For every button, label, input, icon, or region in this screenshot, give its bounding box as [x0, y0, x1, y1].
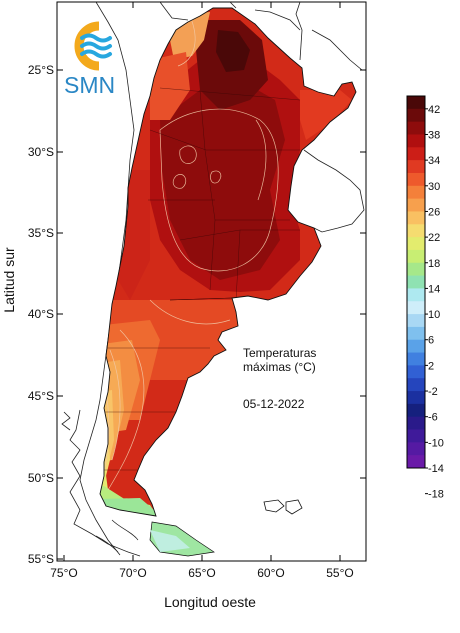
- annotation-date: 05-12-2022: [243, 397, 305, 411]
- legend-swatch: [407, 288, 425, 302]
- logo-ring: [74, 21, 100, 71]
- legend-swatch: [407, 416, 425, 430]
- legend-swatch: [407, 455, 425, 469]
- lon-tick-label: 55°O: [326, 566, 353, 580]
- axis-ticks: [57, 2, 366, 561]
- legend-swatch: [407, 391, 425, 405]
- lat-tick-label: 50°S: [28, 471, 54, 485]
- x-axis-title: Longitud oeste: [164, 594, 256, 610]
- annotation-line2: máximas (°C): [243, 360, 316, 374]
- legend-swatch: [407, 108, 425, 123]
- lon-tick-label: 70°O: [119, 566, 146, 580]
- legend-label: 42: [428, 104, 440, 116]
- legend-swatch: [407, 249, 425, 264]
- legend-label: 10: [428, 309, 440, 321]
- legend-label: -18: [428, 489, 444, 501]
- temperature-legend: 42 38 34 30 26 22 18 14 10 6 2 -2 -6 -10 -14 -18: [406, 95, 444, 501]
- latitude-labels: 25°S 30°S 35°S 40°S 45°S 50°S 55°S: [28, 63, 54, 566]
- legend-swatch: [407, 326, 425, 341]
- legend-label: 30: [428, 181, 440, 193]
- legend-label: -10: [428, 437, 444, 449]
- legend-swatch: [407, 365, 425, 379]
- legend-swatch: [407, 442, 425, 456]
- longitude-labels: 75°O 70°O 65°O 60°O 55°O: [50, 566, 353, 580]
- legend-swatch: [407, 429, 425, 443]
- legend-swatch: [407, 198, 425, 212]
- legend-label: 14: [428, 283, 440, 295]
- legend-label: -14: [428, 463, 444, 475]
- legend-swatch: [407, 147, 425, 161]
- map-annotation: Temperaturas máximas (°C) 05-12-2022: [243, 346, 316, 411]
- legend-swatch: [407, 172, 425, 187]
- legend-swatch: [407, 185, 425, 200]
- lon-tick-label: 60°O: [257, 566, 284, 580]
- legend-swatch: [407, 301, 425, 315]
- legend-label: 2: [428, 360, 434, 372]
- legend-swatches: [407, 96, 425, 469]
- legend-label: 18: [428, 258, 440, 270]
- annotation-line1: Temperaturas: [243, 346, 316, 360]
- legend-label: -2: [428, 386, 438, 398]
- legend-label: 38: [428, 129, 440, 141]
- legend-swatch: [407, 224, 425, 238]
- legend-label: 6: [428, 335, 434, 347]
- lon-tick-label: 75°O: [50, 566, 77, 580]
- lat-tick-label: 40°S: [28, 307, 54, 321]
- legend-swatch: [407, 262, 425, 276]
- legend-label: 26: [428, 206, 440, 218]
- logo-text: SMN: [64, 72, 115, 98]
- legend-swatch: [407, 275, 425, 289]
- lat-tick-label: 45°S: [28, 389, 54, 403]
- legend-labels: 42 38 34 30 26 22 18 14 10 6 2 -2 -6 -10 -14 -18: [425, 104, 444, 501]
- legend-swatch: [407, 121, 425, 135]
- smn-logo: SMN: [64, 21, 115, 98]
- legend-swatch: [407, 403, 425, 418]
- lat-tick-label: 25°S: [28, 63, 54, 77]
- lat-tick-label: 35°S: [28, 226, 54, 240]
- legend-swatch: [407, 96, 425, 110]
- logo-waves: [80, 33, 112, 59]
- legend-swatch: [407, 339, 425, 353]
- legend-swatch: [407, 378, 425, 392]
- legend-frame: [406, 95, 426, 469]
- legend-swatch: [407, 134, 425, 148]
- legend-swatch: [407, 314, 425, 328]
- legend-label: 34: [428, 155, 440, 167]
- lon-tick-label: 65°O: [188, 566, 215, 580]
- legend-swatch: [407, 237, 425, 251]
- legend-swatch: [407, 211, 425, 225]
- legend-swatch: [407, 160, 425, 174]
- legend-swatch: [407, 352, 425, 366]
- lat-tick-label: 30°S: [28, 145, 54, 159]
- lat-tick-label: 55°S: [28, 552, 54, 566]
- legend-label: -6: [428, 412, 438, 424]
- y-axis-title: Latitud sur: [1, 247, 17, 313]
- legend-label: 22: [428, 232, 440, 244]
